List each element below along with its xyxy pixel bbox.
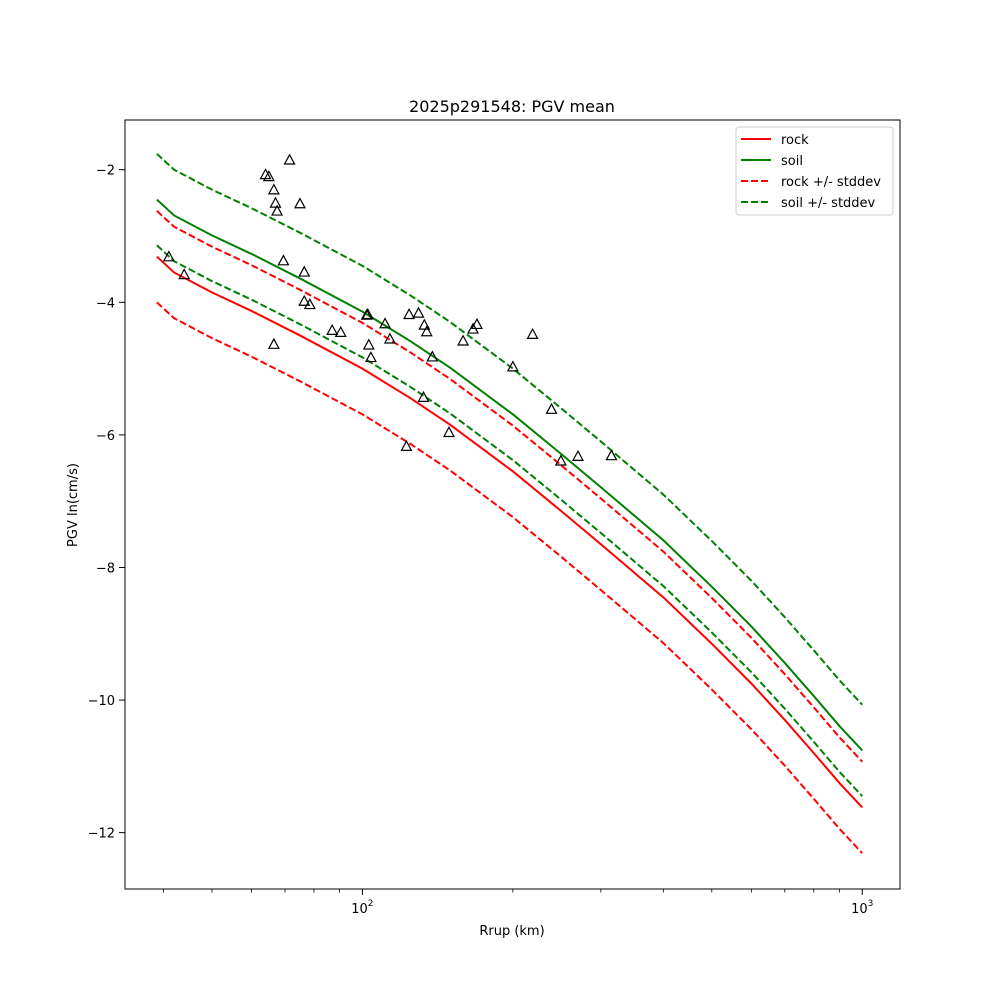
series-line-rock-stddev-3 xyxy=(156,301,863,854)
legend-box xyxy=(735,126,894,216)
observation-point xyxy=(417,390,430,402)
observation-point xyxy=(400,439,413,452)
observation-point xyxy=(269,196,282,208)
observation-point xyxy=(426,350,439,362)
observation-point xyxy=(298,265,311,277)
series-line-rock-0 xyxy=(156,255,863,809)
y-tick-label: −10 xyxy=(88,694,115,709)
observation-point xyxy=(457,334,470,346)
y-tick-label: −2 xyxy=(96,164,115,179)
observation-point xyxy=(420,325,433,337)
observation-point xyxy=(293,197,306,209)
plot-area xyxy=(124,119,901,890)
series-layer xyxy=(156,153,863,854)
observation-point xyxy=(364,351,377,363)
observation-markers xyxy=(162,153,618,466)
observation-point xyxy=(572,449,585,461)
observation-point xyxy=(526,327,539,339)
observation-point xyxy=(379,317,392,329)
observation-point xyxy=(545,402,558,414)
legend-label: rock +/- stddev xyxy=(781,175,881,190)
observation-point xyxy=(298,294,311,306)
legend-entries: rock soil rock +/- stddev soil +/- stddev xyxy=(741,133,881,211)
observation-point xyxy=(506,360,519,372)
x-axis-label: Rrup (km) xyxy=(479,924,544,939)
observation-point xyxy=(605,449,618,461)
observation-point xyxy=(554,454,567,466)
observation-point xyxy=(271,204,284,216)
y-axis-label: PGV ln(cm/s) xyxy=(66,463,81,547)
observation-point xyxy=(334,325,347,337)
observation-point xyxy=(267,337,280,349)
legend-label: rock xyxy=(781,133,809,148)
y-tick-label: −8 xyxy=(96,561,115,576)
y-tick-label: −12 xyxy=(88,827,115,842)
series-line-rock-stddev-2 xyxy=(156,210,863,763)
observation-point xyxy=(470,317,483,330)
observation-point xyxy=(383,332,396,344)
chart-title: 2025p291548: PGV mean xyxy=(409,97,615,116)
observation-point xyxy=(361,307,374,320)
series-line-soil-1 xyxy=(156,198,863,752)
observation-point xyxy=(442,425,455,438)
observation-point xyxy=(418,318,431,330)
series-line-soil-stddev-4 xyxy=(156,153,863,706)
observation-point xyxy=(326,323,339,335)
legend-label: soil +/- stddev xyxy=(781,196,876,211)
observation-point xyxy=(262,170,275,182)
observation-point xyxy=(283,153,296,165)
y-tick-label: −6 xyxy=(96,429,115,444)
y-axis: −2 −4 −6 −8 −10 −12 xyxy=(88,164,125,842)
observation-point xyxy=(403,307,416,320)
observation-point xyxy=(277,254,290,266)
y-tick-label: −4 xyxy=(96,296,115,311)
observation-point xyxy=(303,298,316,310)
observation-point xyxy=(412,306,425,318)
observation-point xyxy=(360,308,373,320)
observation-point xyxy=(267,183,280,195)
legend-label: soil xyxy=(781,154,803,169)
series-line-soil-stddev-5 xyxy=(156,244,863,797)
observation-point xyxy=(162,250,175,262)
observation-point xyxy=(178,268,191,280)
legend: rock soil rock +/- stddev soil +/- stddev xyxy=(735,126,894,216)
observation-point xyxy=(362,338,375,350)
